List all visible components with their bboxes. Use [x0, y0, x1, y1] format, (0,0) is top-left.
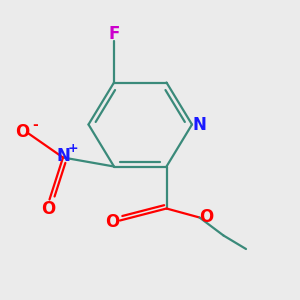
Text: O: O: [41, 200, 55, 217]
Text: O: O: [199, 208, 213, 226]
Text: N: N: [193, 116, 206, 134]
Text: -: -: [32, 118, 38, 132]
Text: +: +: [67, 142, 78, 155]
Text: O: O: [15, 123, 29, 141]
Text: N: N: [57, 147, 71, 165]
Text: F: F: [108, 25, 120, 43]
Text: O: O: [105, 213, 120, 231]
